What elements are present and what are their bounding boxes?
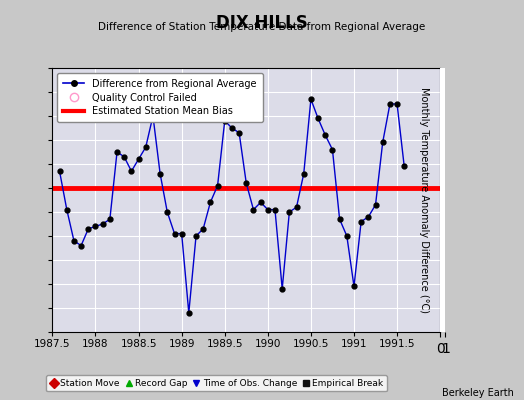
- Legend: Station Move, Record Gap, Time of Obs. Change, Empirical Break: Station Move, Record Gap, Time of Obs. C…: [47, 375, 387, 392]
- Text: DIX HILLS: DIX HILLS: [216, 14, 308, 32]
- Text: Berkeley Earth: Berkeley Earth: [442, 388, 514, 398]
- Legend: Difference from Regional Average, Quality Control Failed, Estimated Station Mean: Difference from Regional Average, Qualit…: [57, 73, 263, 122]
- Y-axis label: Monthly Temperature Anomaly Difference (°C): Monthly Temperature Anomaly Difference (…: [419, 87, 429, 313]
- Text: Difference of Station Temperature Data from Regional Average: Difference of Station Temperature Data f…: [99, 22, 425, 32]
